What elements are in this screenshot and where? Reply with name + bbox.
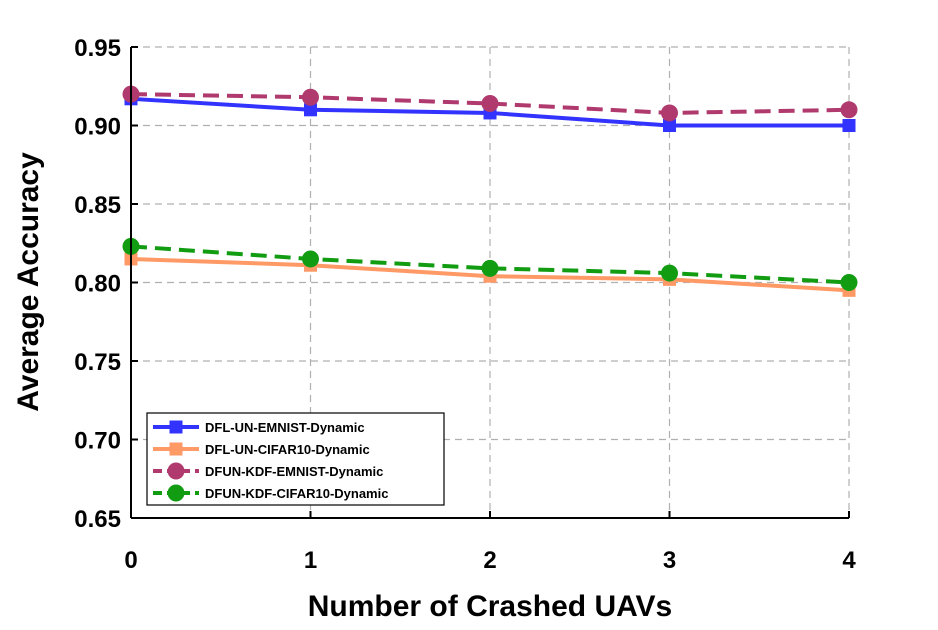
legend-label: DFUN-KDF-EMNIST-Dynamic [205,464,383,479]
legend-entry: DFL-UN-CIFAR10-Dynamic [153,442,370,457]
legend-label: DFUN-KDF-CIFAR10-Dynamic [205,486,388,501]
series-1 [124,92,856,132]
data-point [661,264,678,282]
data-point [842,119,856,132]
legend-label: DFL-UN-EMNIST-Dynamic [205,420,365,435]
y-tick-label: 0.65 [74,506,121,533]
x-tick-label: 3 [663,547,676,574]
legend-marker [169,420,183,434]
series-3 [122,85,858,122]
data-point [840,274,858,291]
x-tick-label: 2 [483,547,496,574]
y-tick-label: 0.70 [74,428,121,455]
legend-entry: DFL-UN-EMNIST-Dynamic [153,420,365,435]
data-point [481,95,499,113]
legend-entry: DFUN-KDF-EMNIST-Dynamic [153,462,383,480]
data-point [661,104,678,122]
y-tick-label: 0.85 [74,192,121,219]
data-point [302,250,319,268]
axes [130,46,850,519]
data-point [304,103,317,117]
data-point [302,88,319,106]
y-tick-label: 0.95 [74,35,121,62]
legend-marker [169,442,183,456]
x-axis-title: Number of Crashed UAVs [308,590,673,623]
data-point [481,259,499,277]
legend-marker [167,462,185,480]
data-point [840,101,858,119]
legend: DFL-UN-EMNIST-Dynamic DFL-UN-CIFAR10-Dyna… [146,412,445,506]
y-axis-title: Average Accuracy [12,152,45,412]
legend-entry: DFUN-KDF-CIFAR10-Dynamic [153,484,388,502]
y-tick-label: 0.80 [74,271,121,298]
legend-marker [167,484,185,502]
legend-box [146,412,445,506]
y-tick-label: 0.90 [74,114,121,141]
legend-label: DFL-UN-CIFAR10-Dynamic [205,442,370,457]
x-tick-label: 4 [842,547,856,574]
x-tick-label: 1 [304,547,317,574]
data-point [663,119,676,132]
y-tick-label: 0.75 [74,349,121,376]
x-tick-label: 0 [124,547,137,574]
series-lines [122,85,858,297]
tick-labels: 0 1 2 3 4 0.65 0.70 0.75 0.80 0.85 0.90 0.95 [74,35,856,574]
